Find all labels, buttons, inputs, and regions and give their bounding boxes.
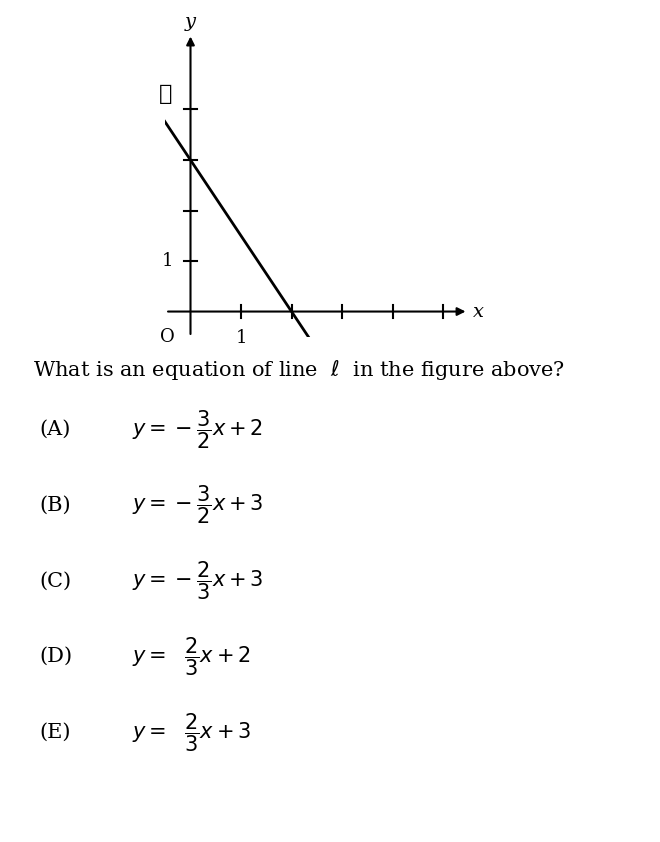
Text: (C): (C) xyxy=(40,572,72,590)
Text: x: x xyxy=(473,302,484,321)
Text: $y =\ \ \dfrac{2}{3}x + 2$: $y =\ \ \dfrac{2}{3}x + 2$ xyxy=(132,636,251,678)
Text: 1: 1 xyxy=(161,252,173,270)
Text: y: y xyxy=(185,13,196,31)
Text: ℓ: ℓ xyxy=(158,83,172,105)
Text: $y = -\dfrac{2}{3}x + 3$: $y = -\dfrac{2}{3}x + 3$ xyxy=(132,560,263,602)
Text: (A): (A) xyxy=(40,420,71,439)
Text: 1: 1 xyxy=(235,329,247,347)
Text: $y = -\dfrac{3}{2}x + 3$: $y = -\dfrac{3}{2}x + 3$ xyxy=(132,484,263,526)
Text: $y = -\dfrac{3}{2}x + 2$: $y = -\dfrac{3}{2}x + 2$ xyxy=(132,408,263,450)
Text: (B): (B) xyxy=(40,496,71,514)
Text: (E): (E) xyxy=(40,723,71,742)
Text: $y =\ \ \dfrac{2}{3}x + 3$: $y =\ \ \dfrac{2}{3}x + 3$ xyxy=(132,711,251,754)
Text: (D): (D) xyxy=(40,647,73,666)
Text: O: O xyxy=(160,328,174,346)
Text: What is an equation of line  $\ell$  in the figure above?: What is an equation of line $\ell$ in th… xyxy=(33,358,565,382)
